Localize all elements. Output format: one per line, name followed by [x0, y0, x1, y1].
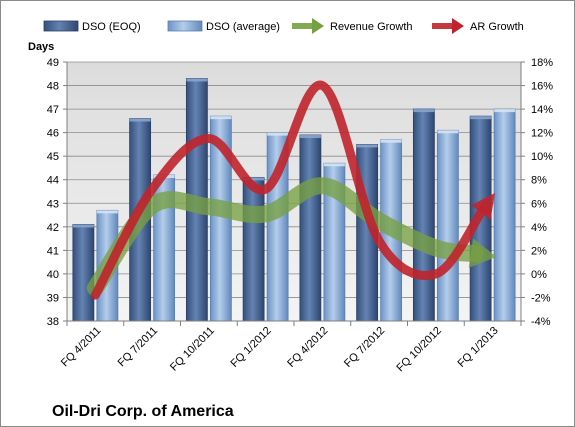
bar-top-cap	[323, 163, 345, 167]
legend: DSO (EOQ) DSO (average) Revenue Growth AR G…	[43, 18, 524, 34]
bar-top-cap	[129, 118, 151, 122]
company-label: Oil-Dri Corp. of America	[52, 403, 234, 420]
right-tick-label: 4%	[531, 222, 547, 234]
bar-top-cap	[210, 116, 232, 120]
x-tick-label: FQ 4/2012	[285, 325, 330, 370]
legend-swatch-dso-average	[167, 20, 203, 32]
right-tick-label: 0%	[531, 269, 547, 281]
legend-label-dso-average: DSO (average)	[206, 21, 280, 33]
legend-label-ar-growth: AR Growth	[470, 21, 524, 33]
right-tick-label: 8%	[531, 175, 547, 187]
bar-top-cap	[494, 109, 516, 113]
trend-lines	[86, 80, 497, 300]
legend-arrow-revenue-growth	[312, 18, 324, 34]
right-tick-label: -4%	[531, 316, 551, 328]
left-tick-label: 41	[47, 245, 59, 257]
left-tick-label: 49	[47, 57, 59, 69]
legend-label-dso-eoq: DSO (EOQ)	[82, 21, 141, 33]
right-tick-label: 18%	[531, 57, 553, 69]
bar-top-cap	[72, 224, 94, 228]
bar-top-cap	[96, 210, 118, 214]
right-tick-label: 6%	[531, 198, 547, 210]
legend-arrow-ar-growth	[452, 18, 464, 34]
left-tick-label: 47	[47, 104, 59, 116]
right-tick-label: 2%	[531, 245, 547, 257]
bar-top-cap	[267, 132, 289, 136]
right-tick-label: 10%	[531, 151, 553, 163]
right-tick-label: 14%	[531, 104, 553, 116]
x-tick-label: FQ 1/2012	[229, 325, 274, 370]
left-tick-label: 44	[47, 175, 59, 187]
bar-dso-eoq	[412, 108, 435, 322]
bar-dso-eoq	[242, 176, 265, 322]
left-tick-label: 42	[47, 222, 59, 234]
left-tick-label: 43	[47, 198, 59, 210]
right-tick-label: 12%	[531, 128, 553, 140]
bar-top-cap	[299, 134, 321, 138]
left-tick-label: 46	[47, 128, 59, 140]
left-tick-label: 40	[47, 269, 59, 281]
left-tick-label: 39	[47, 292, 59, 304]
bar-dso-eoq	[299, 134, 322, 322]
bar-dso-average	[493, 108, 516, 322]
revenue-growth-arrowhead	[468, 238, 497, 268]
left-tick-label: 45	[47, 151, 59, 163]
left-tick-label: 38	[47, 316, 59, 328]
y-axis-title: Days	[28, 41, 54, 53]
right-tick-label: -2%	[531, 292, 551, 304]
bar-top-cap	[186, 78, 208, 82]
legend-label-revenue-growth: Revenue Growth	[330, 21, 413, 33]
revenue-growth-line	[86, 177, 484, 297]
bar-top-cap	[413, 109, 435, 113]
legend-swatch-dso-eoq	[43, 20, 79, 32]
x-tick-label: FQ 1/2013	[456, 325, 501, 370]
ar-growth-arrowhead	[471, 192, 495, 220]
ar-growth-line	[90, 80, 488, 300]
right-tick-label: 16%	[531, 81, 553, 93]
x-tick-label: FQ 7/2012	[342, 325, 387, 370]
x-tick-label: FQ 7/2011	[116, 325, 161, 370]
bar-top-cap	[356, 144, 378, 148]
x-tick-label: FQ 10/2012	[394, 325, 444, 375]
left-tick-label: 48	[47, 81, 59, 93]
x-tick-label: FQ 10/2011	[168, 325, 217, 374]
bar-dso-eoq	[72, 224, 95, 322]
bar-top-cap	[380, 139, 402, 143]
bar-top-cap	[470, 116, 492, 120]
x-tick-label: FQ 4/2011	[59, 325, 104, 370]
bar-top-cap	[437, 130, 459, 134]
bar-top-cap	[243, 177, 265, 181]
bar-dso-average	[436, 129, 459, 322]
